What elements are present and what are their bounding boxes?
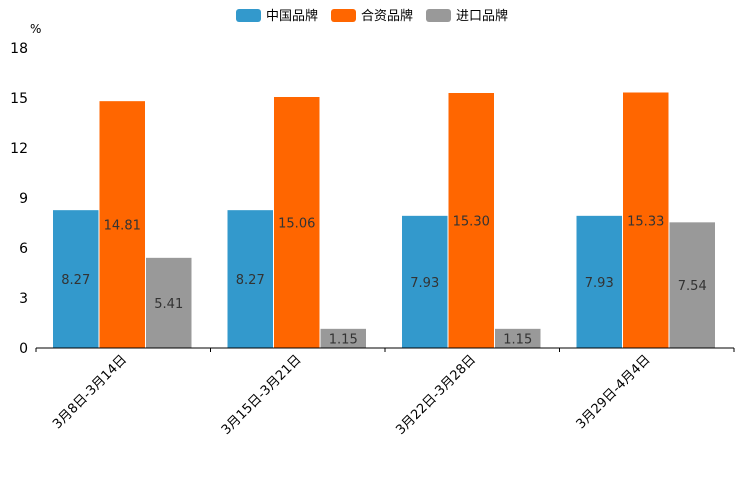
y-tick-label: 12: [10, 141, 28, 157]
x-category-label: 3月22日-3月28日: [393, 352, 479, 438]
bar-series3-cat4[interactable]: [669, 222, 716, 348]
legend-item-2[interactable]: 合资品牌: [331, 8, 413, 24]
legend-label-2: 合资品牌: [361, 8, 413, 24]
bars-group: [53, 92, 716, 349]
y-axis-unit-label: %: [30, 22, 41, 36]
bar-series1-cat1[interactable]: [53, 210, 99, 348]
bar-value-label: 1.15: [329, 332, 358, 347]
bar-series3-cat1[interactable]: [146, 257, 192, 348]
y-tick-label: 9: [19, 191, 28, 207]
bar-series1-cat3[interactable]: [402, 215, 448, 348]
y-tick-label: 3: [19, 291, 28, 307]
legend-label-1: 中国品牌: [266, 8, 318, 24]
bar-value-label: 5.41: [154, 297, 183, 312]
x-axis: 3月8日-3月14日 3月15日-3月21日 3月22日-3月28日 3月29日-4月…: [35, 347, 735, 438]
bar-series2-cat3[interactable]: [448, 93, 495, 348]
y-axis: 0 3 6 9 12 15 18: [10, 41, 28, 357]
y-tick-label: 6: [19, 241, 28, 257]
x-category-label: 3月8日-3月14日: [50, 352, 130, 432]
legend: 中国品牌 合资品牌 进口品牌: [236, 8, 508, 24]
bar-series3-cat2[interactable]: [320, 328, 367, 348]
legend-swatch-1: [236, 9, 261, 22]
bar-value-label: 15.33: [627, 214, 664, 229]
y-tick-label: 18: [10, 41, 28, 57]
legend-swatch-2: [331, 9, 356, 22]
bar-value-label: 1.15: [503, 332, 532, 347]
y-tick-label: 15: [10, 91, 28, 107]
legend-swatch-3: [426, 9, 451, 22]
bar-value-label: 7.93: [585, 276, 614, 291]
bar-series2-cat1[interactable]: [99, 101, 146, 349]
y-tick-label: 0: [19, 341, 28, 357]
bar-series2-cat2[interactable]: [274, 97, 320, 348]
bar-value-label: 14.81: [104, 219, 141, 234]
bar-series2-cat4[interactable]: [623, 92, 669, 349]
bar-value-label: 8.27: [236, 273, 265, 288]
legend-label-3: 进口品牌: [456, 8, 508, 24]
bar-value-label: 7.54: [678, 279, 707, 294]
bar-value-label: 15.30: [453, 215, 490, 230]
bar-value-label: 8.27: [61, 273, 90, 288]
value-labels-group: 8.27 14.81 5.41 8.27 15.06 1.15 7.93 15.30 1.15 7…: [61, 214, 706, 347]
bar-series3-cat3[interactable]: [495, 328, 541, 348]
bar-value-label: 15.06: [278, 217, 315, 232]
legend-item-1[interactable]: 中国品牌: [236, 8, 318, 24]
x-category-label: 3月29日-4月4日: [574, 352, 654, 432]
bar-series1-cat2[interactable]: [227, 210, 274, 348]
bar-series1-cat4[interactable]: [576, 215, 623, 348]
legend-item-3[interactable]: 进口品牌: [426, 8, 508, 24]
x-category-label: 3月15日-3月21日: [219, 352, 305, 438]
bar-value-label: 7.93: [410, 276, 439, 291]
